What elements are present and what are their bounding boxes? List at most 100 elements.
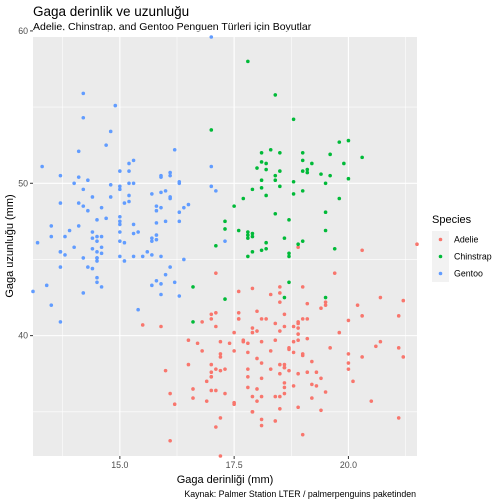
data-point (164, 369, 168, 373)
data-point (278, 395, 282, 399)
data-point (109, 195, 113, 199)
legend-item-chinstrap: Chinstrap (432, 248, 492, 265)
data-point (305, 317, 309, 321)
data-point (255, 166, 259, 170)
data-point (177, 210, 181, 214)
data-point (273, 212, 277, 216)
data-point (255, 387, 259, 391)
data-point (164, 220, 168, 224)
data-point (319, 376, 323, 380)
data-point (337, 197, 341, 201)
data-point (164, 189, 168, 193)
data-point (292, 325, 296, 329)
data-point (81, 188, 85, 192)
y-axis-title: Gaga uzunluğu (mm) (4, 194, 16, 297)
data-point (246, 255, 250, 259)
data-point (269, 293, 273, 297)
data-point (401, 299, 405, 303)
data-point (104, 217, 108, 221)
data-point (168, 265, 172, 269)
data-point (360, 314, 364, 318)
legend-label: Adelie (454, 235, 479, 245)
data-point (214, 367, 218, 371)
data-point (255, 329, 259, 333)
data-point (283, 296, 287, 300)
data-point (374, 344, 378, 348)
data-point (415, 242, 419, 246)
data-point (360, 355, 364, 359)
y-axis-ticks: 405060 (18, 26, 33, 341)
data-point (246, 60, 250, 64)
data-point (292, 351, 296, 355)
data-point (347, 139, 351, 143)
data-point (109, 183, 113, 187)
data-point (301, 239, 305, 243)
data-point (246, 230, 250, 234)
data-point (59, 265, 63, 269)
data-point (237, 229, 241, 233)
data-point (337, 140, 341, 144)
data-point (95, 259, 99, 263)
data-point (232, 401, 236, 405)
legend-key-marker (439, 255, 443, 259)
data-point (296, 405, 300, 409)
data-point (205, 380, 209, 384)
data-point (200, 320, 204, 324)
data-point (223, 392, 227, 396)
data-point (59, 320, 63, 324)
data-point (264, 241, 268, 245)
data-point (209, 317, 213, 321)
data-point (283, 236, 287, 240)
data-point (127, 181, 131, 185)
data-point (81, 204, 85, 208)
data-point (278, 300, 282, 304)
data-point (31, 290, 35, 294)
data-point (246, 367, 250, 371)
data-point (45, 284, 49, 288)
data-point (237, 317, 241, 321)
data-point (214, 271, 218, 275)
data-point (328, 153, 332, 157)
data-point (132, 181, 136, 185)
data-point (278, 329, 282, 333)
data-point (150, 192, 154, 196)
data-point (132, 223, 136, 227)
data-point (59, 250, 63, 254)
data-point (136, 230, 140, 234)
data-point (232, 331, 236, 335)
data-point (155, 221, 159, 225)
data-point (214, 325, 218, 329)
data-point (310, 360, 314, 364)
data-point (351, 380, 355, 384)
data-point (123, 241, 127, 245)
data-point (81, 291, 85, 295)
data-point (91, 247, 95, 251)
data-point (182, 258, 186, 262)
data-point (237, 290, 241, 294)
data-point (155, 233, 159, 237)
data-point (191, 285, 195, 289)
data-point (214, 311, 218, 315)
data-point (72, 245, 76, 249)
data-point (305, 337, 309, 341)
data-point (223, 367, 227, 371)
legend-title: Species (432, 214, 472, 226)
data-point (324, 229, 328, 233)
data-point (278, 169, 282, 173)
data-point (219, 355, 223, 359)
data-point (159, 325, 163, 329)
data-point (136, 308, 140, 312)
data-point (273, 178, 277, 182)
data-point (264, 162, 268, 166)
data-point (251, 410, 255, 414)
data-point (301, 151, 305, 155)
data-point (324, 210, 328, 214)
y-tick-label: 60 (18, 26, 28, 36)
data-point (40, 165, 44, 169)
data-point (319, 408, 323, 412)
data-point (324, 181, 328, 185)
data-point (292, 340, 296, 344)
caption: Kaynak: Palmer Station LTER / palmerpeng… (184, 489, 416, 499)
data-point (273, 395, 277, 399)
data-point (310, 383, 314, 387)
